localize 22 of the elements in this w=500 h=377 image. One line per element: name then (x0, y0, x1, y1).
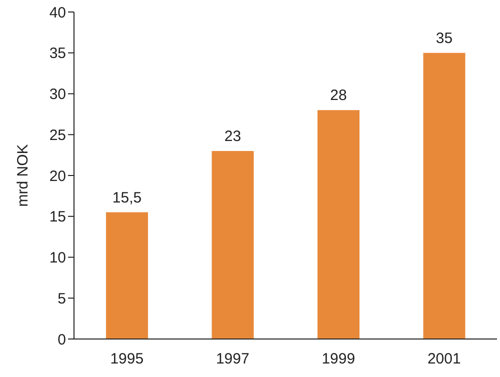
x-tick-label: 1999 (322, 350, 356, 368)
y-tick-label: 35 (49, 45, 66, 62)
data-label: 23 (224, 128, 242, 145)
data-label: 35 (436, 30, 453, 47)
y-axis-title: mrd NOK (14, 144, 32, 207)
bar (423, 52, 466, 339)
y-tick-label: 20 (49, 168, 66, 185)
bar (212, 150, 254, 339)
data-label: 28 (330, 87, 347, 104)
y-tick-label: 25 (49, 126, 66, 144)
y-tick-label: 10 (49, 250, 66, 267)
bar (318, 110, 360, 339)
x-tick-label: 2001 (427, 350, 461, 368)
y-tick-label: 15 (49, 208, 66, 226)
y-tick-label: 0 (58, 331, 66, 348)
bar (106, 212, 148, 339)
y-tick-label: 30 (49, 86, 66, 104)
x-tick-label: 1995 (110, 350, 144, 368)
y-tick-label: 40 (49, 4, 66, 22)
data-label: 15,5 (112, 189, 142, 206)
x-tick-label: 1997 (216, 350, 250, 368)
y-tick-label: 5 (58, 290, 66, 308)
